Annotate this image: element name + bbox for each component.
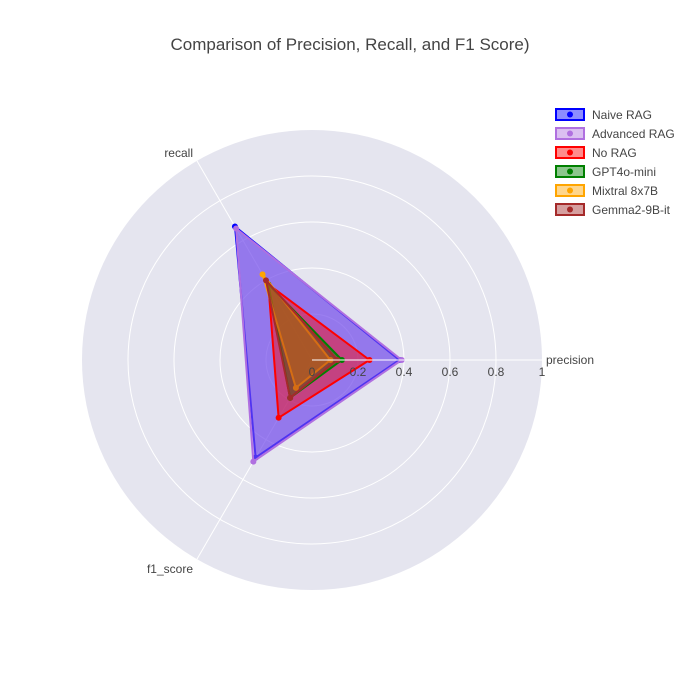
legend-marker: [567, 187, 573, 194]
legend-item[interactable]: Mixtral 8x7B: [555, 184, 658, 198]
series-area: [267, 283, 371, 419]
radial-tick-label: 0.8: [488, 365, 505, 379]
legend-item[interactable]: Gemma2-9B-it: [555, 203, 671, 217]
radial-tick-label: 0.6: [442, 365, 459, 379]
radial-tick-label: 0.2: [350, 365, 367, 379]
radial-tick-label: 1: [539, 365, 546, 379]
legend-marker: [567, 168, 573, 175]
data-point-f1_score: [275, 414, 282, 421]
legend-marker: [567, 111, 573, 118]
series-layer: [231, 223, 405, 465]
radial-tick-label: 0: [309, 365, 316, 379]
axis-label-precision: precision: [546, 353, 594, 367]
legend-label: Mixtral 8x7B: [592, 184, 658, 198]
data-point-f1_score: [292, 384, 299, 391]
legend-item[interactable]: Advanced RAG: [555, 127, 675, 141]
legend-marker: [567, 130, 573, 137]
data-point-f1_score: [250, 458, 257, 465]
legend-item[interactable]: GPT4o-mini: [555, 165, 656, 179]
data-point-f1_score: [287, 394, 294, 401]
chart-title: Comparison of Precision, Recall, and F1 …: [170, 35, 529, 54]
axis-spoke-recall: [196, 160, 313, 361]
axis-label-recall: recall: [164, 146, 193, 160]
legend-label: GPT4o-mini: [592, 165, 656, 179]
legend-label: Naive RAG: [592, 108, 652, 122]
data-point-recall: [259, 271, 266, 278]
series-area: [265, 279, 339, 399]
legend-marker: [567, 206, 573, 213]
data-point-recall: [233, 225, 240, 232]
legend-label: No RAG: [592, 146, 637, 160]
axis-label-f1_score: f1_score: [147, 562, 193, 576]
legend: Naive RAG Advanced RAG No RAG GPT4o-mini Mix…: [555, 108, 675, 217]
data-point-recall: [263, 277, 269, 284]
legend-label: Advanced RAG: [592, 127, 675, 141]
angular-axis-labels: precision recall f1_score: [147, 146, 594, 576]
legend-label: Gemma2-9B-it: [592, 203, 671, 217]
legend-marker: [567, 149, 573, 156]
legend-item[interactable]: No RAG: [555, 146, 637, 160]
legend-item[interactable]: Naive RAG: [555, 108, 652, 122]
radial-tick-label: 0.4: [396, 365, 413, 379]
radial-ticks: 0 0.2 0.4 0.6 0.8 1: [309, 359, 546, 379]
